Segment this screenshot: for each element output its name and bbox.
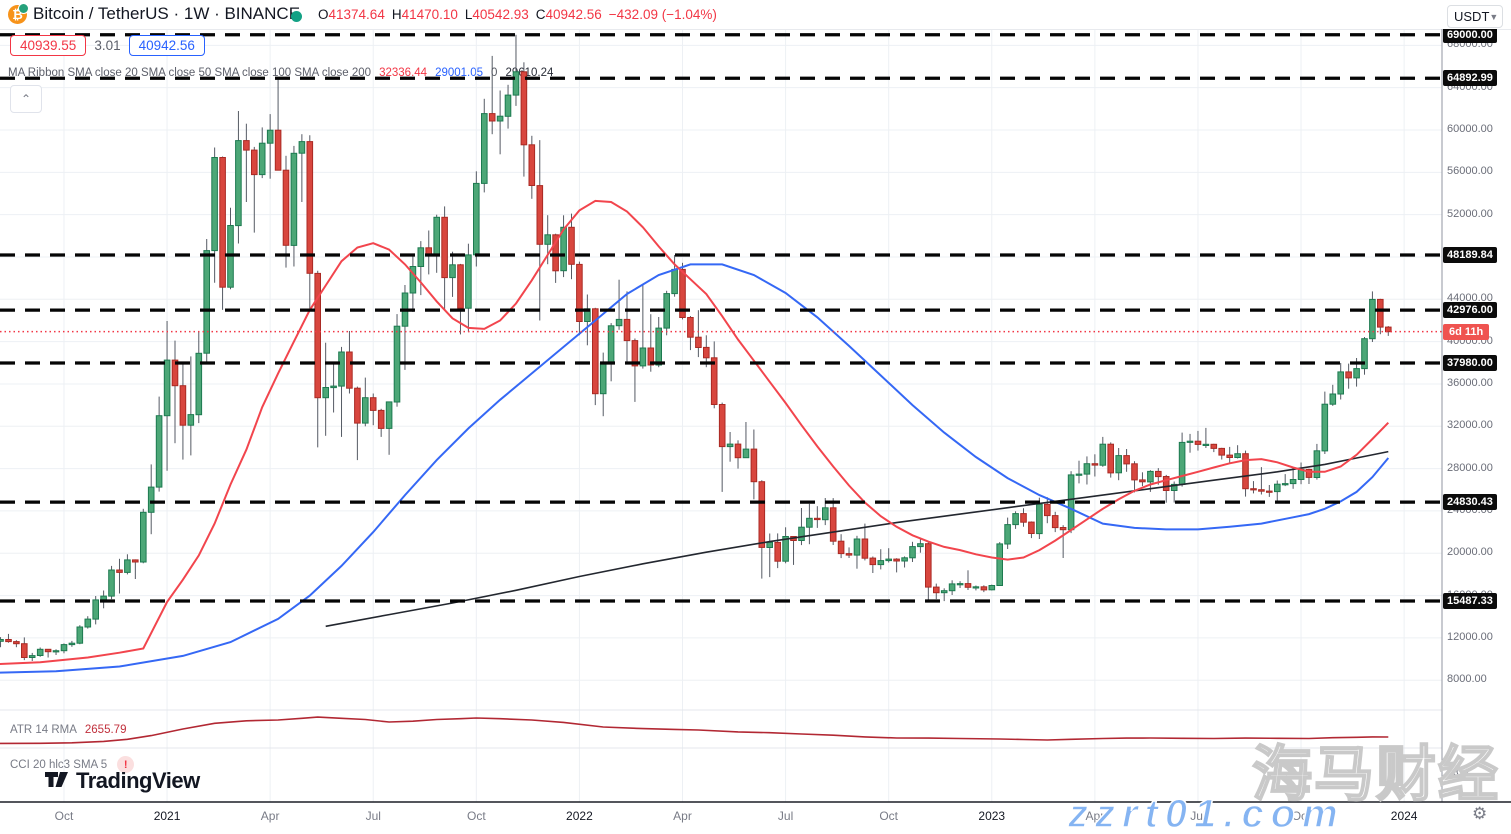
price-level-label: 48189.84 — [1443, 246, 1497, 263]
time-tick: Oct — [879, 809, 899, 823]
ohlc-label: C — [535, 7, 546, 22]
quote-row: 40939.55 3.01 40942.56 — [10, 35, 205, 56]
time-tick: Jul — [1190, 809, 1206, 823]
price-level-label: 15487.33 — [1443, 593, 1497, 609]
cci-axis-zero: 0.00 — [1447, 766, 1469, 778]
watermark-site: zzrt01.com — [1067, 791, 1345, 834]
price-level-label: 24830.43 — [1443, 494, 1497, 511]
currency-dropdown[interactable]: USDT ▼ — [1447, 5, 1503, 28]
error-exclamation-icon[interactable]: ! — [117, 756, 135, 773]
ma-ribbon-value: 0 — [491, 67, 498, 79]
chevron-down-icon: ▼ — [1489, 11, 1499, 22]
ma-ribbon-legend[interactable]: MA Ribbon SMA close 20 SMA close 50 SMA … — [8, 67, 553, 79]
candles-layer — [0, 34, 1392, 661]
atr-value: 2655.79 — [84, 724, 127, 736]
time-tick: Jul — [777, 809, 794, 823]
price-level-label: 64892.99 — [1443, 70, 1497, 87]
ohlc-value: 40942.56 — [545, 7, 602, 22]
price-level-label: 42976.00 — [1443, 302, 1497, 319]
tradingview-logo-icon — [45, 771, 68, 787]
change-value: −432.09 (−1.04%) — [608, 7, 717, 22]
price-tick: 60000.00 — [1447, 123, 1493, 135]
market-status-icon — [291, 11, 302, 22]
sell-price-button[interactable]: 40939.55 — [10, 35, 87, 56]
time-tick: Apr — [1085, 809, 1105, 823]
price-tick: 44000.00 — [1447, 292, 1493, 305]
price-level-label: 69000.00 — [1443, 26, 1497, 43]
time-tick: Oct — [1291, 809, 1311, 823]
ma-ribbon-legend-title: MA Ribbon SMA close 20 SMA close 50 SMA … — [8, 67, 372, 79]
bitcoin-logo-icon: ₿ — [8, 3, 29, 24]
ohlc-value: 41374.64 — [328, 7, 385, 22]
tradingview-logo[interactable]: TradingView — [44, 768, 200, 794]
ma-ribbon-value: 29001.05 — [435, 67, 484, 79]
atr-legend-title: ATR 14 RMA — [10, 724, 77, 736]
buy-price-button[interactable]: 40942.56 — [128, 35, 205, 56]
sma50-line — [0, 263, 1390, 674]
cci-legend[interactable]: CCI 20 hlc3 SMA 5 ! — [10, 756, 135, 773]
ohlc-label: H — [391, 7, 402, 22]
ma-ribbon-value: 29610.24 — [505, 67, 554, 79]
sma20-line — [0, 199, 1390, 666]
symbol-title[interactable]: Bitcoin / TetherUS · 1W · BINANCE — [33, 4, 301, 23]
price-tick: 36000.00 — [1447, 376, 1493, 389]
price-tick: 12000.00 — [1447, 630, 1493, 643]
ohlc-label: L — [464, 7, 473, 22]
price-level-label: 37980.00 — [1443, 355, 1497, 371]
top-toolbar: ₿ Bitcoin / TetherUS · 1W · BINANCE O413… — [0, 0, 1511, 29]
time-tick: Apr — [673, 809, 692, 823]
ohlc-label: O — [318, 7, 329, 22]
price-tick: 8000.00 — [1447, 673, 1487, 686]
sma200-line — [325, 450, 1389, 628]
cci-legend-title: CCI 20 hlc3 SMA 5 — [10, 758, 108, 771]
candle-countdown-badge: 6d 11h — [1443, 324, 1490, 341]
time-tick: 2021 — [153, 809, 181, 823]
tradingview-logo-text: TradingView — [76, 768, 200, 793]
time-tick: 2022 — [566, 809, 593, 823]
price-tick: 32000.00 — [1447, 419, 1493, 432]
ohlc-value: 41470.10 — [401, 7, 458, 22]
time-tick: Oct — [466, 809, 486, 823]
ma-ribbon-value: 32336.44 — [379, 67, 428, 79]
price-tick: 52000.00 — [1447, 207, 1493, 220]
time-tick: 2024 — [1390, 809, 1418, 823]
ma-ribbon-values: 32336.44 29001.05 0 29610.24 — [371, 67, 553, 79]
currency-label: USDT — [1454, 9, 1490, 24]
time-tick: Apr — [260, 809, 280, 823]
price-tick: 20000.00 — [1447, 546, 1493, 559]
time-tick: Oct — [54, 809, 74, 823]
time-tick: 2023 — [978, 809, 1006, 823]
ohlc-value: 40542.93 — [472, 7, 529, 22]
gear-icon[interactable]: ⚙ — [1472, 804, 1488, 823]
atr-line — [0, 716, 1389, 745]
price-tick: 56000.00 — [1447, 165, 1493, 178]
atr-legend[interactable]: ATR 14 RMA 2655.79 — [10, 724, 126, 736]
watermark-chinese: 海马财经 — [1251, 740, 1500, 809]
collapse-legend-button[interactable]: ⌃ — [10, 85, 42, 113]
chevron-up-icon: ⌃ — [20, 92, 32, 106]
ohlc-values: O41374.64 H41470.10 L40542.93 C40942.56 −432… — [318, 7, 717, 22]
spread-value: 3.01 — [94, 38, 121, 53]
time-tick: Jul — [365, 809, 381, 823]
price-tick: 28000.00 — [1447, 461, 1493, 474]
